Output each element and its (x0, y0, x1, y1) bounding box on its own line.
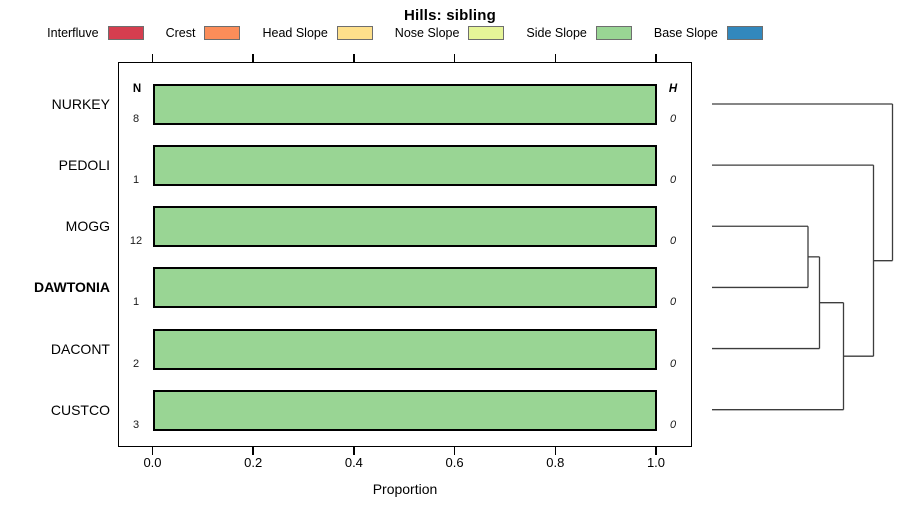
proportion-bar (153, 84, 657, 125)
legend-item-interfluve: Interfluve (47, 26, 144, 40)
bar-track (153, 206, 657, 247)
bar-track (153, 84, 657, 125)
legend-swatch-base-slope (726, 26, 763, 40)
proportion-bar (153, 329, 657, 370)
h-value: 0 (669, 419, 677, 431)
row-label-dawtonia: DAWTONIA (34, 279, 110, 295)
legend-item-nose-slope: Nose Slope (395, 26, 505, 40)
legend-swatch-head-slope (336, 26, 373, 40)
n-value: 8 (132, 113, 140, 125)
axis-tick (252, 447, 254, 455)
row-label-dacont: DACONT (50, 341, 110, 357)
axis-tick-label: 0.4 (344, 455, 363, 470)
legend-label: Nose Slope (394, 26, 460, 40)
axis-tick-label: 0.0 (143, 455, 162, 470)
axis-tick (151, 447, 154, 455)
legend-label: Side Slope (526, 26, 587, 40)
axis-tick (252, 54, 254, 62)
legend-swatch-side-slope (595, 26, 632, 40)
legend-swatch-nose-slope (468, 26, 505, 40)
n-value: 3 (132, 419, 140, 431)
chart-title: Hills: sibling (404, 7, 496, 24)
row-label-mogg: MOGG (65, 218, 110, 234)
legend-item-base-slope: Base Slope (654, 26, 763, 40)
h-value: 0 (669, 296, 677, 308)
axis-tick (554, 447, 556, 455)
axis-tick-label: 0.6 (445, 455, 464, 470)
legend-label: Head Slope (262, 26, 328, 40)
bar-track (153, 145, 657, 186)
axis-tick (453, 54, 456, 62)
chart-row: 1 0 (119, 267, 691, 308)
legend-swatch-interfluve (107, 26, 144, 40)
chart-row: 12 0 (119, 206, 691, 247)
proportion-bar (153, 145, 657, 186)
axis-tick (353, 54, 355, 62)
h-value: 0 (669, 174, 677, 186)
legend-label: Crest (165, 26, 196, 40)
h-value: 0 (669, 113, 677, 125)
legend-label: Base Slope (653, 26, 718, 40)
row-label-pedoli: PEDOLI (58, 157, 110, 173)
legend-swatch-crest (204, 26, 241, 40)
h-column-header: H (668, 83, 678, 95)
axis-tick (453, 447, 456, 455)
h-value: 0 (669, 358, 677, 370)
legend-label: Interfluve (47, 26, 99, 40)
chart-row: 8 0 (119, 84, 691, 125)
axis-tick (554, 54, 556, 62)
legend-item-side-slope: Side Slope (526, 26, 632, 40)
proportion-bar (153, 206, 657, 247)
bar-track (153, 329, 657, 370)
plot-area: N H 8 0 1 0 12 0 1 0 2 0 3 (118, 62, 692, 447)
axis-tick (655, 447, 657, 455)
chart-row: 3 0 (119, 390, 691, 431)
n-value: 2 (132, 358, 140, 370)
legend-item-head-slope: Head Slope (262, 26, 373, 40)
n-value: 1 (132, 174, 140, 186)
legend-item-crest: Crest (166, 26, 241, 40)
bar-track (153, 267, 657, 308)
row-label-nurkey: NURKEY (51, 96, 110, 112)
axis-tick (353, 447, 355, 455)
proportion-bar (153, 390, 657, 431)
axis-tick-label: 1.0 (646, 455, 666, 470)
n-value: 1 (132, 296, 140, 308)
axis-tick (655, 54, 657, 62)
axis-tick-label: 0.8 (546, 455, 565, 470)
n-value: 12 (129, 235, 143, 247)
x-axis-label: Proportion (372, 481, 438, 497)
axis-tick-label: 0.2 (244, 455, 263, 470)
chart-row: 1 0 (119, 145, 691, 186)
legend: Interfluve Crest Head Slope Nose Slope S… (0, 26, 810, 40)
chart-row: 2 0 (119, 329, 691, 370)
bar-track (153, 390, 657, 431)
proportion-bar (153, 267, 657, 308)
row-label-custco: CUSTCO (50, 402, 110, 418)
h-value: 0 (669, 235, 677, 247)
n-column-header: N (132, 83, 142, 95)
axis-tick (151, 54, 154, 62)
